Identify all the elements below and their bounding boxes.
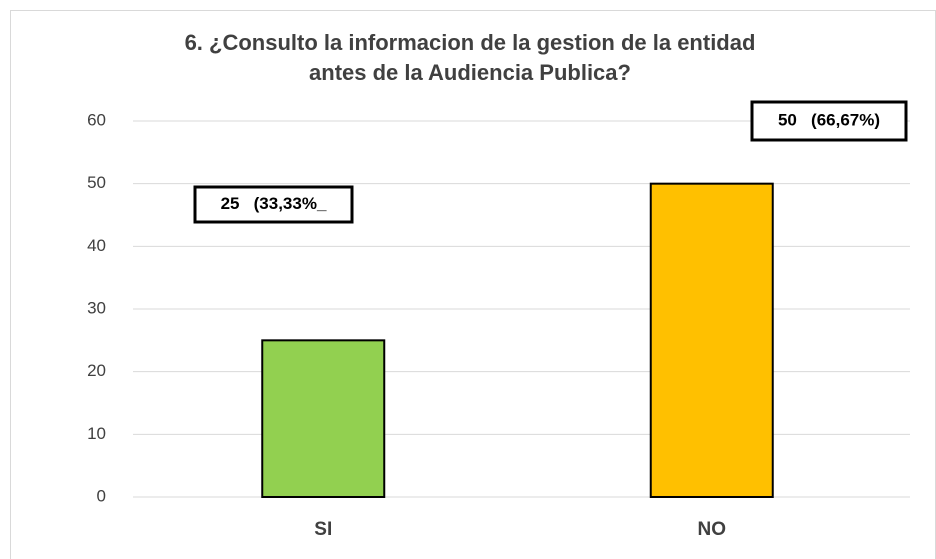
y-tick-label: 60	[87, 110, 106, 129]
y-tick-label: 40	[87, 236, 106, 255]
y-tick-label: 10	[87, 424, 106, 443]
chart-border	[10, 10, 936, 559]
y-tick-label: 30	[87, 298, 106, 317]
bar	[261, 339, 386, 499]
value-label-box	[193, 185, 354, 224]
value-label: 25 (33,33%_	[221, 194, 327, 213]
y-tick-label: 20	[87, 361, 106, 380]
value-label: 50 (66,67%)	[778, 110, 880, 129]
x-tick-label: SI	[314, 519, 332, 540]
y-tick-label: 0	[97, 486, 106, 505]
chart-title: 6. ¿Consulto la informacion de la gestio…	[184, 30, 756, 85]
x-tick-label: NO	[698, 519, 727, 540]
y-tick-label: 50	[87, 173, 106, 192]
value-label-box	[750, 100, 908, 142]
bar	[649, 182, 774, 499]
